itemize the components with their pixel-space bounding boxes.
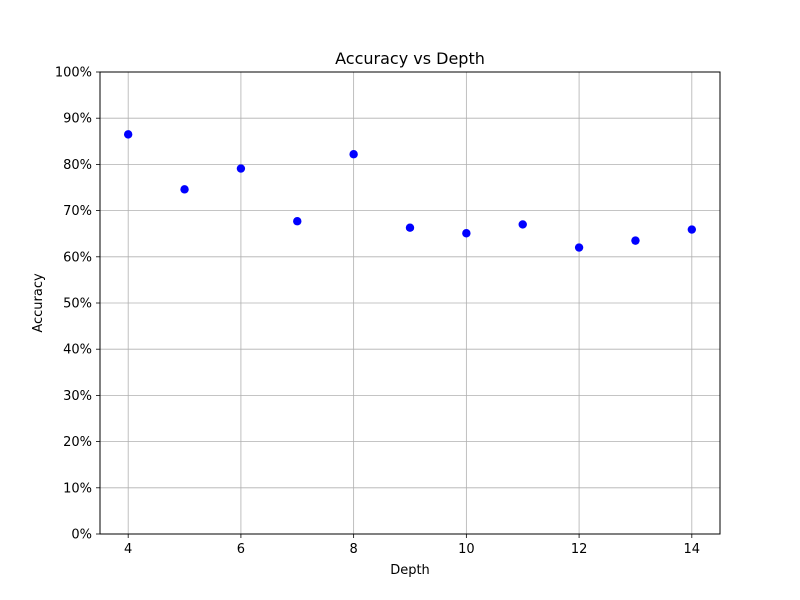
y-axis-label: Accuracy (31, 273, 46, 333)
data-point (180, 185, 189, 194)
chart-title: Accuracy vs Depth (335, 49, 485, 68)
y-tick-label: 60% (63, 250, 92, 265)
x-tick-label: 8 (349, 542, 357, 557)
data-point (462, 229, 471, 238)
y-tick-label: 40% (63, 343, 92, 358)
data-point (574, 243, 584, 252)
y-tick-label: 10% (63, 481, 92, 496)
data-point (349, 150, 358, 159)
data-point (293, 217, 302, 226)
data-point (518, 220, 527, 229)
y-tick-label: 90% (63, 112, 92, 127)
y-tick-label: 50% (63, 297, 92, 312)
data-point (687, 225, 697, 234)
x-tick-label: 6 (237, 542, 245, 557)
data-point (123, 130, 133, 139)
y-tick-label: 80% (63, 158, 92, 173)
x-tick-label: 14 (684, 542, 701, 557)
data-point (631, 236, 640, 245)
y-tick-label: 20% (63, 435, 92, 450)
data-point (236, 164, 246, 173)
y-tick-label: 0% (71, 528, 92, 543)
x-axis-label: Depth (390, 563, 430, 578)
data-point (405, 223, 415, 232)
x-tick-label: 4 (124, 542, 132, 557)
y-tick-label: 30% (63, 389, 92, 404)
y-tick-label: 70% (63, 204, 92, 219)
x-tick-label: 10 (458, 542, 475, 557)
ticks: 4 6 8 10 12 14 0% 10% 20% 30% 40% 50% 60% 70% 80% 90% 10… (55, 66, 700, 558)
x-tick-label: 12 (571, 542, 588, 557)
y-tick-label: 100% (55, 66, 92, 81)
data-points (123, 130, 697, 252)
